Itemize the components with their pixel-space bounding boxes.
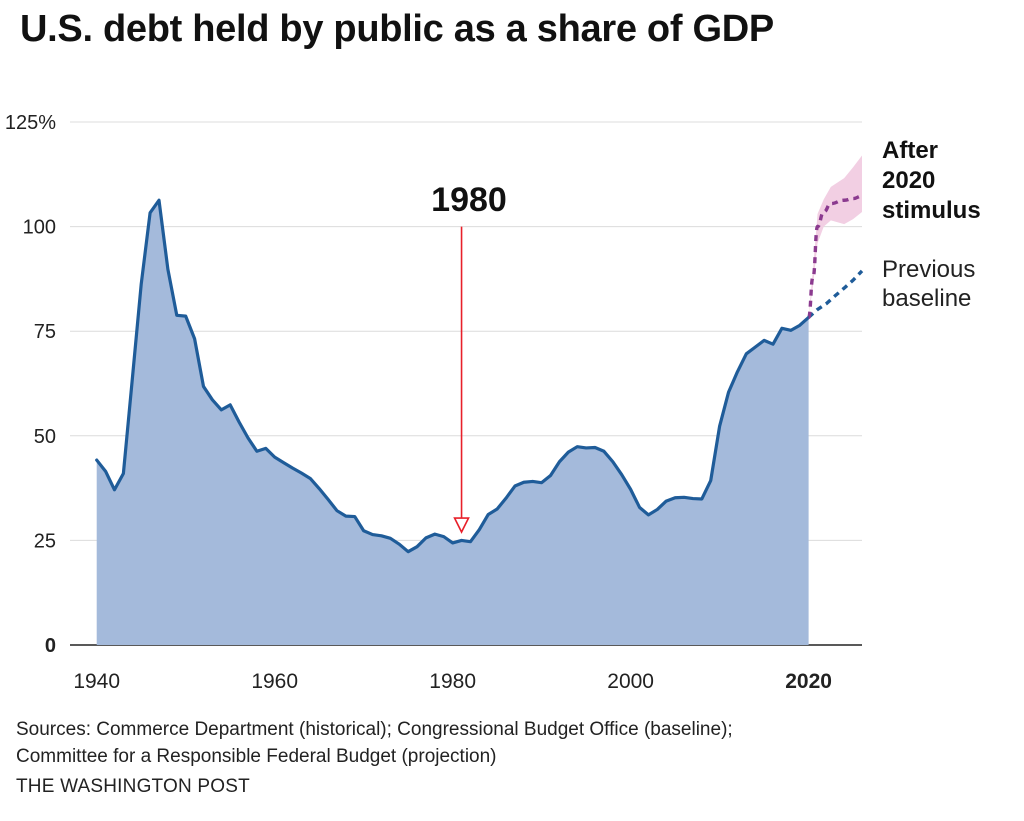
annotation-label: 1980 — [431, 181, 507, 219]
after-2020-stimulus-line — [806, 194, 863, 320]
annotation-arrow-head — [453, 517, 470, 534]
y-tick-label-50: 50 — [34, 426, 56, 448]
stimulus-range-band — [808, 155, 862, 318]
sources-line-1: Sources: Commerce Department (historical… — [16, 719, 733, 740]
historical-debt-line — [95, 198, 811, 554]
historical-area — [96, 200, 809, 646]
y-tick-label-0: 0 — [45, 635, 56, 657]
y-tick-label-100: 100 — [23, 217, 56, 239]
historical-area-fill — [96, 200, 809, 646]
x-axis-ticks: 1940 1960 1980 2000 2020 — [73, 670, 832, 693]
x-tick-label-2020: 2020 — [785, 670, 832, 693]
x-tick-label-2000: 2000 — [607, 670, 654, 693]
baseline-label-line2: baseline — [882, 285, 971, 312]
x-tick-label-1940: 1940 — [73, 670, 120, 693]
y-tick-label-25: 25 — [34, 530, 56, 552]
baseline-label-line1: Previous — [882, 256, 975, 283]
y-tick-label-125: 125% — [5, 112, 56, 134]
stimulus-label-line2: 2020 — [882, 167, 935, 194]
stimulus-range-area — [808, 155, 862, 318]
annotation-1980: 1980 — [431, 181, 507, 534]
series-labels: After 2020 stimulus Previous baseline — [882, 137, 981, 312]
previous-baseline-line — [807, 269, 864, 319]
stimulus-label-line1: After — [882, 137, 938, 164]
chart-title: U.S. debt held by public as a share of G… — [20, 8, 774, 50]
sources-line-2: Committee for a Responsible Federal Budg… — [16, 746, 497, 767]
y-axis-ticks: 0 25 50 75 100 125% — [5, 112, 56, 657]
stimulus-label-line3: stimulus — [882, 197, 981, 224]
sources-note: Sources: Commerce Department (historical… — [16, 716, 1016, 770]
y-tick-label-75: 75 — [34, 321, 56, 343]
x-tick-label-1980: 1980 — [429, 670, 476, 693]
series-lines — [95, 194, 864, 554]
publisher-credit: THE WASHINGTON POST — [16, 776, 250, 797]
x-tick-label-1960: 1960 — [251, 670, 298, 693]
